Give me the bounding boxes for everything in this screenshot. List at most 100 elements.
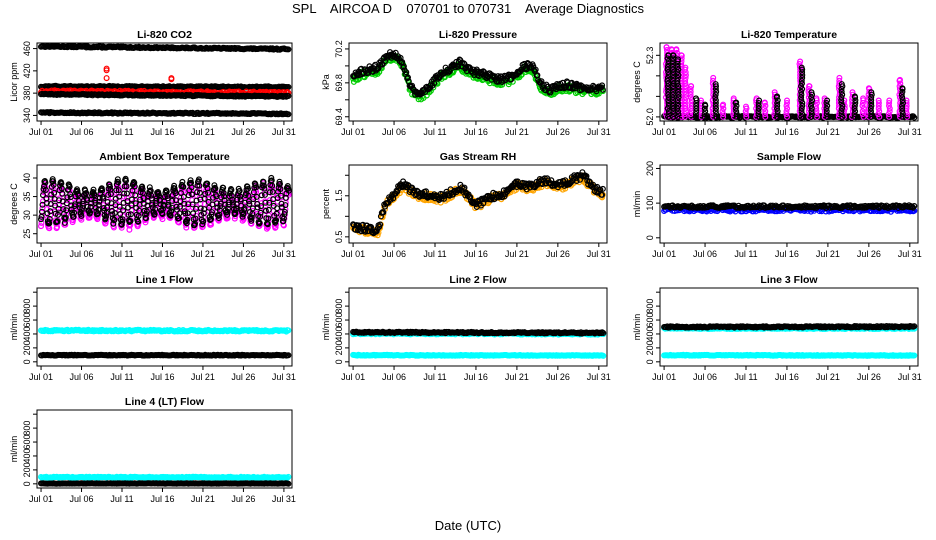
chart-title: Li-820 CO2 <box>137 29 192 41</box>
series-ref-low <box>38 108 292 118</box>
data-point <box>224 215 231 222</box>
data-point <box>83 189 90 196</box>
data-point <box>663 44 670 51</box>
x-tick-label: Jul 06 <box>70 127 94 137</box>
data-point <box>209 209 216 216</box>
data-point <box>180 183 187 190</box>
series-ref-mid <box>38 90 292 100</box>
data-point <box>71 209 78 216</box>
data-point <box>362 228 369 235</box>
data-point <box>868 108 875 115</box>
data-point <box>400 63 407 70</box>
data-point <box>839 102 846 109</box>
data-point <box>100 204 107 211</box>
x-tick-label: Jul 31 <box>898 249 922 259</box>
y-tick-label: 340 <box>22 108 32 123</box>
data-point <box>798 94 805 101</box>
data-point <box>105 191 112 198</box>
data-point <box>205 201 212 208</box>
data-point <box>852 99 859 106</box>
data-point <box>674 105 681 112</box>
data-point <box>103 327 110 334</box>
data-point <box>273 217 280 224</box>
data-point <box>669 66 676 73</box>
data-point <box>868 89 875 96</box>
data-point <box>166 209 173 216</box>
data-point <box>261 185 268 192</box>
data-point <box>681 88 688 95</box>
data-point <box>774 93 781 100</box>
data-point <box>687 88 694 95</box>
data-point <box>139 185 146 192</box>
data-point <box>46 215 53 222</box>
data-point <box>823 99 830 106</box>
data-point <box>51 189 58 196</box>
data-point <box>798 113 805 120</box>
x-tick-label: Jul 16 <box>150 249 174 259</box>
data-point <box>670 80 677 87</box>
data-point <box>273 210 280 217</box>
data-point <box>277 185 284 192</box>
data-point <box>681 111 688 118</box>
data-point <box>669 91 676 98</box>
data-point <box>467 65 474 72</box>
data-point <box>808 89 815 96</box>
data-point <box>799 99 806 106</box>
x-tick-label: Jul 11 <box>110 127 133 137</box>
data-point <box>733 111 740 118</box>
data-point <box>824 97 831 104</box>
data-point <box>211 182 218 189</box>
data-point <box>886 99 893 106</box>
data-point <box>839 91 846 98</box>
x-tick-label: Jul 01 <box>652 127 676 137</box>
data-point <box>224 211 231 218</box>
x-tick-label: Jul 31 <box>587 127 611 137</box>
data-point <box>755 105 762 112</box>
series-reference <box>350 49 606 98</box>
data-point <box>712 91 719 98</box>
data-point <box>100 195 107 202</box>
data-point <box>674 80 681 87</box>
data-point <box>116 193 123 200</box>
data-point <box>88 196 95 203</box>
data-point <box>743 111 750 118</box>
data-point <box>87 203 94 210</box>
x-tick-label: Jul 21 <box>816 249 840 259</box>
y-tick-label: 52.0 <box>645 108 655 126</box>
data-point <box>131 183 138 190</box>
y-axis-label: kPa <box>321 74 331 90</box>
data-point <box>168 76 175 83</box>
x-tick-label: Jul 01 <box>652 249 676 259</box>
data-point <box>678 55 685 62</box>
data-point <box>599 194 606 201</box>
data-point <box>123 183 130 190</box>
data-point <box>257 209 264 216</box>
data-point <box>61 219 68 226</box>
data-point <box>75 192 82 199</box>
data-point <box>119 218 126 225</box>
data-point <box>712 97 719 104</box>
data-point <box>103 67 110 74</box>
data-point <box>91 192 98 199</box>
data-point <box>196 189 203 196</box>
data-point <box>682 77 689 84</box>
data-point <box>195 176 202 183</box>
data-point <box>249 207 256 214</box>
data-point <box>51 199 58 206</box>
y-tick-label: 35 <box>22 192 32 202</box>
data-point <box>673 46 680 53</box>
data-point <box>693 105 700 112</box>
data-point <box>467 194 474 201</box>
data-point <box>808 102 815 109</box>
data-point <box>674 63 681 70</box>
chart-title: Li-820 Temperature <box>741 29 837 41</box>
plot-frame <box>659 164 919 244</box>
data-point <box>851 102 858 109</box>
data-point <box>38 219 45 226</box>
data-point <box>103 209 110 216</box>
data-point <box>96 198 103 205</box>
data-point <box>798 91 805 98</box>
data-point <box>593 88 600 95</box>
data-point <box>762 102 769 109</box>
